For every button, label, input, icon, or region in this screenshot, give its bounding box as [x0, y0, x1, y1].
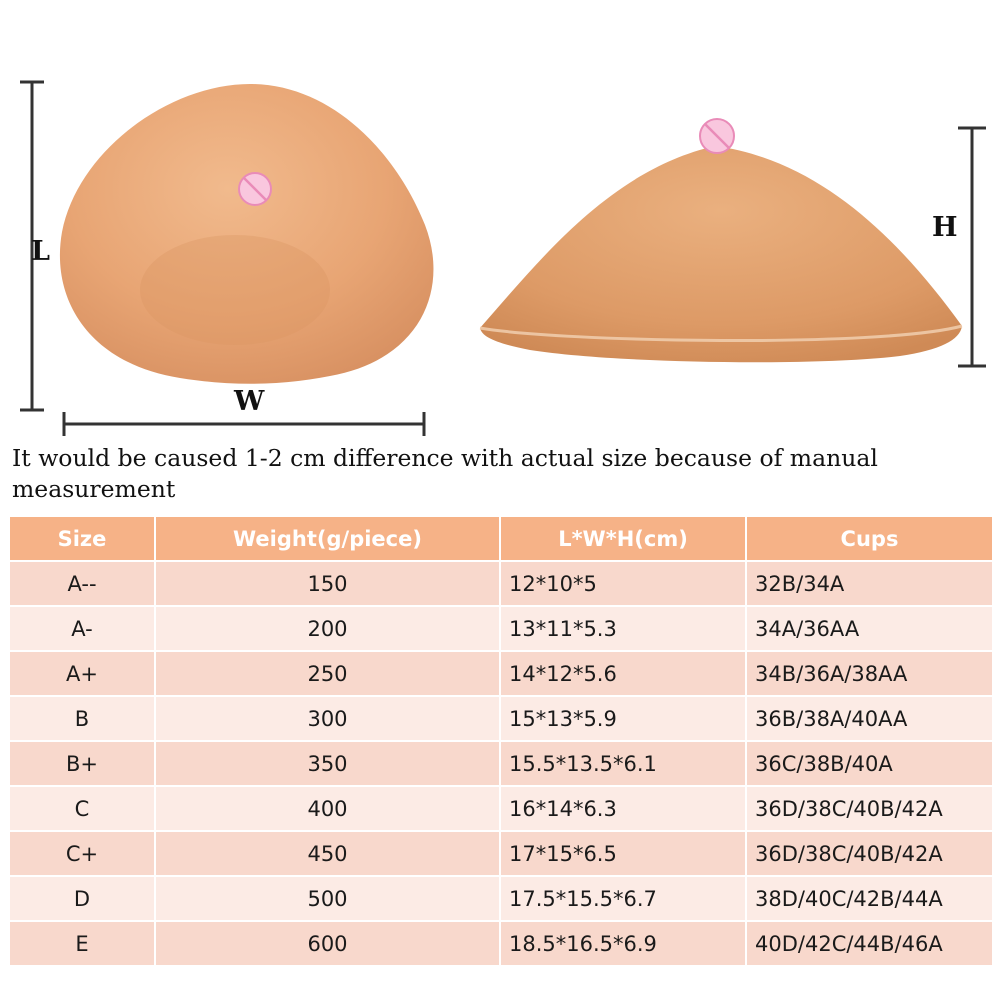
cell-cups: 38D/40C/42B/44A — [745, 875, 994, 922]
header-dimensions: L*W*H(cm) — [499, 515, 747, 562]
cell-weight: 400 — [154, 785, 501, 832]
cell-size: A- — [8, 605, 156, 652]
cell-size: B — [8, 695, 156, 742]
cell-cups: 32B/34A — [745, 560, 994, 607]
product-figure: L W H — [0, 0, 1000, 440]
cell-weight: 250 — [154, 650, 501, 697]
table-row: E 600 18.5*16.5*6.9 40D/42C/44B/46A — [8, 920, 994, 967]
table-row: D 500 17.5*15.5*6.7 38D/40C/42B/44A — [8, 875, 994, 922]
nipple-censor-icon — [699, 118, 735, 154]
length-label: L — [31, 236, 50, 267]
cell-size: C+ — [8, 830, 156, 877]
table-row: A- 200 13*11*5.3 34A/36AA — [8, 605, 994, 652]
cell-size: A+ — [8, 650, 156, 697]
height-dimension-rule — [958, 126, 986, 368]
measurement-note: It would be caused 1-2 cm difference wit… — [12, 444, 878, 503]
cell-dimensions: 17.5*15.5*6.7 — [499, 875, 747, 922]
cell-dimensions: 15.5*13.5*6.1 — [499, 740, 747, 787]
table-row: B 300 15*13*5.9 36B/38A/40AA — [8, 695, 994, 742]
cell-weight: 450 — [154, 830, 501, 877]
width-label: W — [234, 386, 265, 417]
cell-cups: 40D/42C/44B/46A — [745, 920, 994, 967]
header-size: Size — [8, 515, 156, 562]
cell-dimensions: 18.5*16.5*6.9 — [499, 920, 747, 967]
table-row: C 400 16*14*6.3 36D/38C/40B/42A — [8, 785, 994, 832]
front-view-form — [59, 84, 434, 384]
table-header-row: Size Weight(g/piece) L*W*H(cm) Cups — [8, 515, 994, 562]
cell-size: A-- — [8, 560, 156, 607]
nipple-censor-icon — [238, 172, 272, 206]
cell-dimensions: 12*10*5 — [499, 560, 747, 607]
cell-weight: 300 — [154, 695, 501, 742]
cell-weight: 200 — [154, 605, 501, 652]
table-row: B+ 350 15.5*13.5*6.1 36C/38B/40A — [8, 740, 994, 787]
product-illustration — [20, 80, 986, 436]
table-row: A-- 150 12*10*5 32B/34A — [8, 560, 994, 607]
header-weight: Weight(g/piece) — [154, 515, 501, 562]
cell-weight: 600 — [154, 920, 501, 967]
header-cups: Cups — [745, 515, 994, 562]
cell-dimensions: 16*14*6.3 — [499, 785, 747, 832]
cell-dimensions: 15*13*5.9 — [499, 695, 747, 742]
cell-weight: 500 — [154, 875, 501, 922]
cell-cups: 36C/38B/40A — [745, 740, 994, 787]
cell-cups: 36B/38A/40AA — [745, 695, 994, 742]
cell-size: B+ — [8, 740, 156, 787]
cell-size: E — [8, 920, 156, 967]
side-view-form — [479, 118, 963, 363]
width-dimension-rule — [62, 412, 426, 436]
cell-cups: 34B/36A/38AA — [745, 650, 994, 697]
cell-cups: 36D/38C/40B/42A — [745, 785, 994, 832]
cell-weight: 350 — [154, 740, 501, 787]
height-label: H — [932, 212, 958, 243]
cell-cups: 34A/36AA — [745, 605, 994, 652]
table-row: A+ 250 14*12*5.6 34B/36A/38AA — [8, 650, 994, 697]
table-row: C+ 450 17*15*6.5 36D/38C/40B/42A — [8, 830, 994, 877]
cell-weight: 150 — [154, 560, 501, 607]
cell-dimensions: 17*15*6.5 — [499, 830, 747, 877]
length-dimension-rule — [20, 80, 44, 412]
size-chart-table: Size Weight(g/piece) L*W*H(cm) Cups A-- … — [8, 515, 994, 967]
cell-size: D — [8, 875, 156, 922]
cell-dimensions: 13*11*5.3 — [499, 605, 747, 652]
cell-size: C — [8, 785, 156, 832]
cell-dimensions: 14*12*5.6 — [499, 650, 747, 697]
cell-cups: 36D/38C/40B/42A — [745, 830, 994, 877]
